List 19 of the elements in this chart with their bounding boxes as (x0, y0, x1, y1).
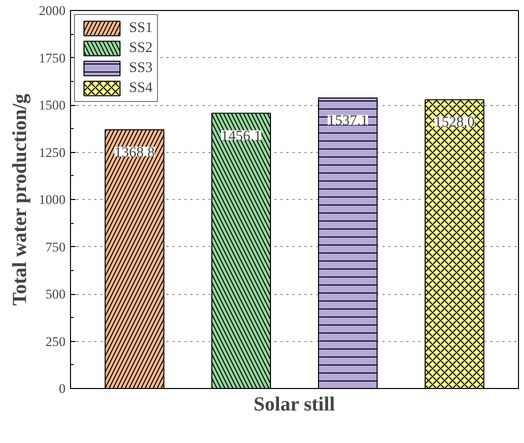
y-tick-label: 0 (58, 381, 66, 396)
text: 1368.8 (114, 144, 155, 161)
text: 1537.1 (328, 112, 368, 129)
legend-label: SS4 (129, 80, 153, 96)
y-tick-label: 750 (46, 239, 66, 254)
y-axis-title: Total water production/g (8, 94, 31, 306)
y-tick-label: 2000 (38, 3, 66, 18)
y-tick-label: 250 (46, 334, 66, 349)
y-tick-label: 1750 (38, 50, 66, 66)
text: 1456.1 (221, 128, 262, 144)
y-tick-label: 1250 (38, 144, 66, 160)
y-tick-label: 1500 (38, 98, 66, 112)
legend-label: SS2 (129, 40, 153, 56)
legend-label: SS3 (129, 60, 153, 76)
x-axis-title: Solar still (254, 394, 336, 416)
y-tick-label: 1000 (38, 192, 66, 207)
text: 1528.0 (434, 114, 475, 131)
y-tick-label: 500 (46, 286, 66, 302)
legend-label: SS1 (129, 20, 153, 36)
